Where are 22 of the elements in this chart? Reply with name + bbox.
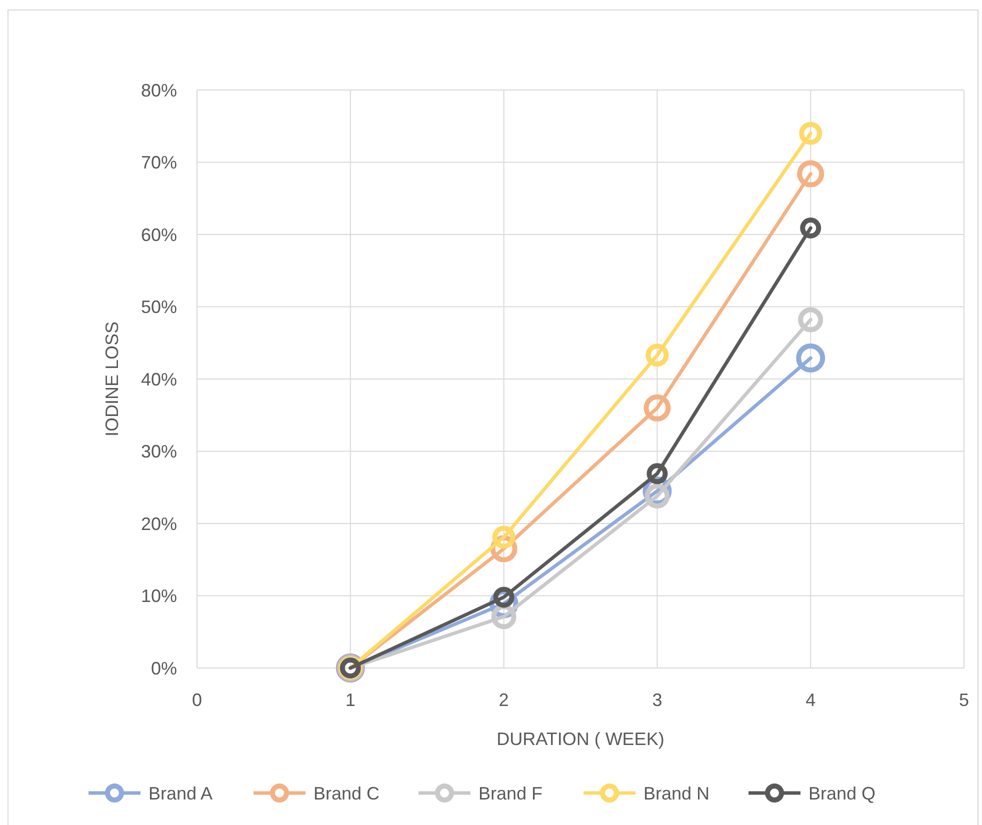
y-tick-label: 40% — [140, 369, 177, 390]
legend-label: Brand C — [314, 783, 380, 804]
y-tick-label: 20% — [140, 514, 177, 534]
y-tick-label: 80% — [140, 80, 177, 100]
x-axis-title: DURATION ( WEEK) — [496, 729, 664, 749]
x-tick-label: 0 — [192, 690, 202, 710]
legend-label: Brand A — [148, 783, 213, 804]
x-tick-label: 5 — [958, 690, 970, 710]
x-tick-label: 2 — [498, 690, 509, 710]
y-tick-label: 50% — [140, 297, 177, 318]
legend-label: Brand F — [478, 783, 543, 804]
x-tick-label: 3 — [652, 690, 662, 710]
legend-label: Brand N — [644, 783, 710, 804]
y-tick-label: 70% — [140, 152, 177, 173]
y-tick-label: 30% — [140, 442, 177, 462]
x-tick-label: 1 — [345, 690, 356, 710]
y-tick-label: 60% — [140, 224, 177, 245]
y-tick-label: 0% — [150, 658, 177, 678]
y-axis-title: IODINE LOSS — [102, 321, 122, 437]
legend-label: Brand Q — [808, 783, 876, 804]
y-tick-label: 10% — [140, 586, 177, 606]
x-tick-label: 4 — [806, 690, 816, 710]
